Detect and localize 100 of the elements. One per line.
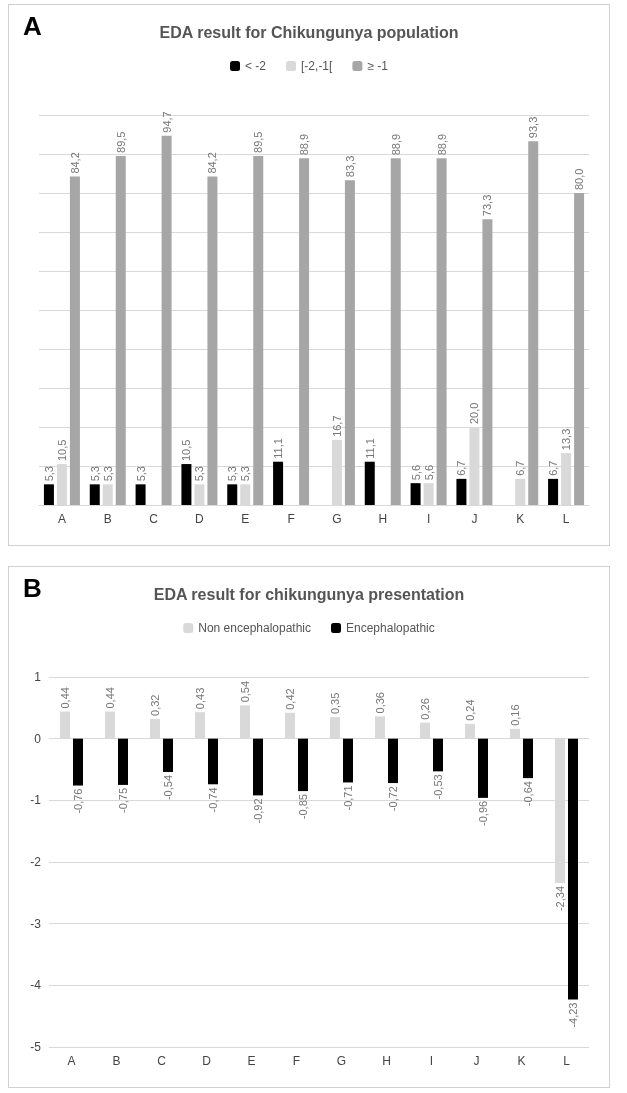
- bar: [161, 135, 172, 505]
- bar: [69, 176, 80, 505]
- bar: [523, 738, 533, 779]
- legend-label: Encephalopathic: [346, 621, 435, 635]
- data-label: 0,16: [509, 704, 521, 726]
- data-label: 0,43: [194, 687, 206, 710]
- data-label: 5,3: [134, 466, 147, 482]
- x-tick-label: D: [195, 512, 205, 526]
- data-label: 10,5: [55, 439, 68, 462]
- data-label: 5,3: [101, 466, 114, 482]
- bar: [388, 738, 398, 784]
- data-label: 6,7: [455, 460, 468, 476]
- data-label: 0,36: [374, 692, 386, 714]
- data-label: 20,0: [468, 402, 481, 424]
- data-label: 89,5: [114, 131, 127, 153]
- data-label: -0,71: [342, 785, 354, 811]
- data-label: -2,34: [554, 885, 566, 912]
- y-tick-label: -3: [30, 916, 42, 931]
- bar: [548, 478, 559, 505]
- legend-label: < -2: [245, 59, 267, 73]
- data-label: -0,72: [387, 786, 399, 812]
- y-tick-label: 1: [34, 670, 42, 684]
- data-label: 0,24: [464, 699, 476, 721]
- data-label: 93,3: [527, 116, 540, 139]
- text: B: [23, 573, 42, 603]
- data-label: 0,44: [59, 687, 71, 709]
- data-label: 5,6: [409, 464, 422, 481]
- bar: [436, 158, 447, 505]
- y-tick-label: -5: [30, 1040, 42, 1054]
- text: A: [23, 11, 42, 41]
- bar: [410, 483, 421, 505]
- x-tick-label: L: [562, 512, 570, 526]
- data-label: -4,23: [567, 1002, 579, 1028]
- data-label: 89,5: [252, 131, 265, 153]
- data-label: -0,92: [252, 798, 264, 824]
- data-label: -0,85: [297, 794, 309, 820]
- bar: [456, 478, 467, 505]
- bar: [253, 155, 264, 505]
- data-label: 11,1: [272, 438, 285, 459]
- bar: [298, 738, 308, 792]
- x-tick-label: C: [157, 1054, 167, 1068]
- x-tick-label: L: [563, 1054, 571, 1068]
- bar: [433, 738, 443, 772]
- bar: [343, 738, 353, 783]
- data-label: 6,7: [514, 460, 527, 476]
- legend-label: [-2,-1[: [301, 59, 334, 73]
- data-label: -0,53: [432, 774, 444, 800]
- bar: [574, 193, 585, 505]
- bar: [364, 461, 375, 505]
- x-tick-label: A: [67, 1054, 76, 1068]
- x-tick-label: F: [287, 512, 295, 526]
- bar: [208, 738, 218, 785]
- bar: [89, 484, 100, 505]
- bar: [118, 738, 128, 785]
- data-label: 0,54: [239, 680, 251, 703]
- data-label: -0,74: [207, 787, 219, 813]
- x-tick-label: A: [57, 512, 66, 526]
- bar: [390, 158, 401, 505]
- data-label: 80,0: [573, 168, 586, 190]
- legend-label: Non encephalopathic: [198, 621, 312, 635]
- data-label: 88,9: [298, 133, 311, 156]
- x-tick-label: B: [103, 512, 112, 526]
- data-label: 16,7: [330, 415, 343, 437]
- bar: [115, 155, 126, 505]
- bar: [43, 484, 54, 505]
- data-label: 10,5: [180, 439, 193, 462]
- data-label: -0,76: [72, 788, 84, 814]
- x-tick-label: K: [516, 512, 525, 526]
- data-label: 5,3: [88, 466, 101, 482]
- x-tick-label: H: [382, 1054, 391, 1068]
- chart-title: EDA result for chikungunya presentation: [153, 585, 465, 603]
- data-label: 73,3: [481, 194, 494, 217]
- bar: [344, 180, 355, 505]
- data-label: 5,6: [422, 464, 435, 481]
- x-tick-label: J: [473, 1054, 480, 1068]
- bar: [135, 484, 146, 505]
- x-tick-label: E: [247, 1054, 256, 1068]
- bar: [227, 484, 238, 505]
- x-tick-label: C: [149, 512, 159, 526]
- bar: [568, 738, 578, 1000]
- data-label: 88,9: [389, 133, 402, 156]
- y-tick-label: 0: [34, 731, 42, 746]
- x-tick-label: F: [292, 1054, 301, 1068]
- data-label: 5,3: [42, 466, 55, 482]
- bar: [273, 461, 284, 505]
- x-tick-label: G: [332, 512, 342, 526]
- data-label: -0,54: [162, 774, 174, 801]
- data-label: 0,44: [104, 687, 116, 709]
- x-tick-label: E: [241, 512, 250, 526]
- data-label: -0,75: [117, 787, 129, 813]
- data-label: 83,3: [343, 155, 356, 178]
- bar: [528, 141, 539, 505]
- x-tick-label: D: [202, 1054, 212, 1068]
- data-label: 84,2: [206, 152, 219, 174]
- data-label: 5,3: [193, 466, 206, 482]
- y-tick-label: -1: [30, 793, 42, 808]
- x-tick-label: K: [517, 1054, 526, 1068]
- data-label: 6,7: [547, 460, 560, 476]
- data-label: 13,3: [560, 428, 573, 451]
- bar: [207, 176, 218, 505]
